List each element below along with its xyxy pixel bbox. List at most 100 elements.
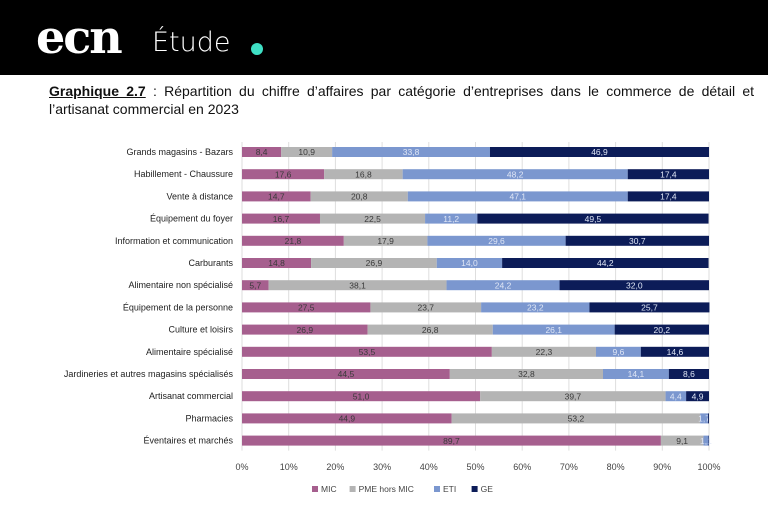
data-label: 17,6 bbox=[275, 169, 292, 179]
data-label: 8,4 bbox=[256, 147, 268, 157]
data-label: 16,8 bbox=[355, 169, 372, 179]
bar-segment-eti bbox=[703, 435, 709, 446]
data-label: 27,5 bbox=[298, 303, 315, 313]
category-label: Jardineries et autres magasins spécialis… bbox=[64, 369, 234, 379]
category-label: Carburants bbox=[188, 258, 233, 268]
bar-segment-ge bbox=[627, 191, 709, 202]
x-tick-label: 40% bbox=[420, 462, 438, 472]
legend-swatch bbox=[312, 486, 318, 492]
accent-dot-icon bbox=[251, 43, 263, 55]
bar-segment-ge bbox=[502, 258, 709, 268]
bar-segment-ge bbox=[708, 413, 709, 424]
bar-segment-mic bbox=[242, 147, 282, 157]
data-label: 14,1 bbox=[628, 369, 645, 379]
bar-segment-ge bbox=[559, 280, 709, 291]
data-label: 17,9 bbox=[377, 236, 394, 246]
data-label: 14,8 bbox=[268, 258, 285, 268]
data-label: 1,1 bbox=[700, 436, 712, 446]
data-label: 20,2 bbox=[654, 325, 671, 335]
bar-segment-mic bbox=[242, 435, 661, 446]
data-label: 1,7 bbox=[698, 414, 710, 424]
data-label: 48,2 bbox=[507, 169, 524, 179]
bar-segment-ge bbox=[686, 391, 709, 402]
bar-segment-pme-hors-mic bbox=[324, 169, 403, 180]
category-label: Vente à distance bbox=[166, 191, 233, 201]
data-label: 4,4 bbox=[670, 391, 682, 401]
data-label: 14,7 bbox=[268, 192, 285, 202]
bar-segment-pme-hors-mic bbox=[367, 324, 493, 335]
bar-segment-mic bbox=[242, 213, 320, 224]
data-label: 10,9 bbox=[298, 147, 315, 157]
bar-segment-eti bbox=[481, 302, 590, 313]
category-label: Pharmacies bbox=[185, 413, 233, 423]
data-label: 32,8 bbox=[518, 369, 535, 379]
legend-swatch bbox=[349, 486, 356, 492]
category-label: Éventaires et marchés bbox=[143, 436, 233, 446]
data-label: 16,7 bbox=[273, 214, 290, 224]
legend-label: MIC bbox=[321, 484, 337, 494]
data-label: 89,7 bbox=[443, 436, 460, 446]
bar-segment-ge bbox=[489, 147, 709, 157]
data-label: 33,8 bbox=[403, 147, 420, 157]
legend-label: GE bbox=[481, 484, 494, 494]
bar-segment-pme-hors-mic bbox=[491, 346, 596, 357]
bar-segment-ge bbox=[640, 346, 709, 357]
bar-segment-mic bbox=[242, 346, 492, 357]
bar-segment-ge bbox=[589, 302, 710, 313]
bar-segment-eti bbox=[425, 213, 478, 224]
bar-segment-eti bbox=[665, 391, 687, 402]
data-label: 23,2 bbox=[527, 303, 544, 313]
data-label: 8,6 bbox=[683, 369, 695, 379]
data-label: 32,0 bbox=[626, 280, 643, 290]
chart-title: Graphique 2.7 : Répartition du chiffre d… bbox=[49, 82, 754, 118]
bar-segment-mic bbox=[242, 258, 312, 268]
category-label: Artisanat commercial bbox=[149, 391, 233, 401]
bar-segment-ge bbox=[627, 169, 709, 180]
category-label: Équipement du foyer bbox=[150, 214, 233, 224]
bar-segment-mic bbox=[242, 324, 368, 335]
legend-swatch bbox=[471, 486, 478, 492]
data-label: 53,2 bbox=[568, 414, 585, 424]
bar-segment-eti bbox=[602, 369, 669, 379]
data-label: 22,5 bbox=[364, 214, 381, 224]
data-label: 38,1 bbox=[349, 280, 366, 290]
bar-segment-ge bbox=[614, 324, 709, 335]
data-label: 26,9 bbox=[366, 258, 383, 268]
data-label: 39,7 bbox=[565, 391, 582, 401]
bar-segment-ge bbox=[668, 369, 709, 379]
bar-segment-pme-hors-mic bbox=[343, 235, 428, 246]
bar-segment-mic bbox=[242, 169, 325, 180]
data-label: 24,2 bbox=[495, 280, 512, 290]
x-tick-label: 60% bbox=[513, 462, 531, 472]
x-tick-label: 50% bbox=[466, 462, 484, 472]
data-label: 49,5 bbox=[585, 214, 602, 224]
x-tick-label: 20% bbox=[326, 462, 344, 472]
x-tick-label: 80% bbox=[607, 462, 625, 472]
bar-segment-eti bbox=[402, 169, 628, 180]
bar-segment-pme-hors-mic bbox=[310, 191, 408, 202]
data-label: 9,1 bbox=[676, 436, 688, 446]
data-label: 17,4 bbox=[660, 169, 677, 179]
bar-segment-mic bbox=[242, 235, 344, 246]
legend-swatch bbox=[434, 486, 440, 492]
bar-segment-eti bbox=[595, 346, 641, 357]
bar-segment-eti bbox=[446, 280, 560, 291]
category-label: Équipement de la personne bbox=[123, 302, 233, 312]
bar-segment-mic bbox=[242, 391, 481, 402]
bar-segment-mic bbox=[242, 302, 371, 313]
data-label: 5,7 bbox=[249, 280, 261, 290]
data-label: 9,6 bbox=[612, 347, 624, 357]
bar-segment-pme-hors-mic bbox=[660, 435, 704, 446]
data-label: 44,5 bbox=[338, 369, 355, 379]
data-label: 26,1 bbox=[545, 325, 562, 335]
x-tick-label: 10% bbox=[280, 462, 298, 472]
data-label: 11,2 bbox=[443, 214, 459, 224]
x-tick-label: 30% bbox=[373, 462, 391, 472]
legend-label: PME hors MIC bbox=[359, 484, 414, 494]
legend-label: ETI bbox=[443, 484, 456, 494]
data-label: 14,6 bbox=[667, 347, 684, 357]
bar-segment-eti bbox=[427, 235, 566, 246]
bar-segment-pme-hors-mic bbox=[370, 302, 482, 313]
bar-segment-mic bbox=[242, 413, 452, 424]
